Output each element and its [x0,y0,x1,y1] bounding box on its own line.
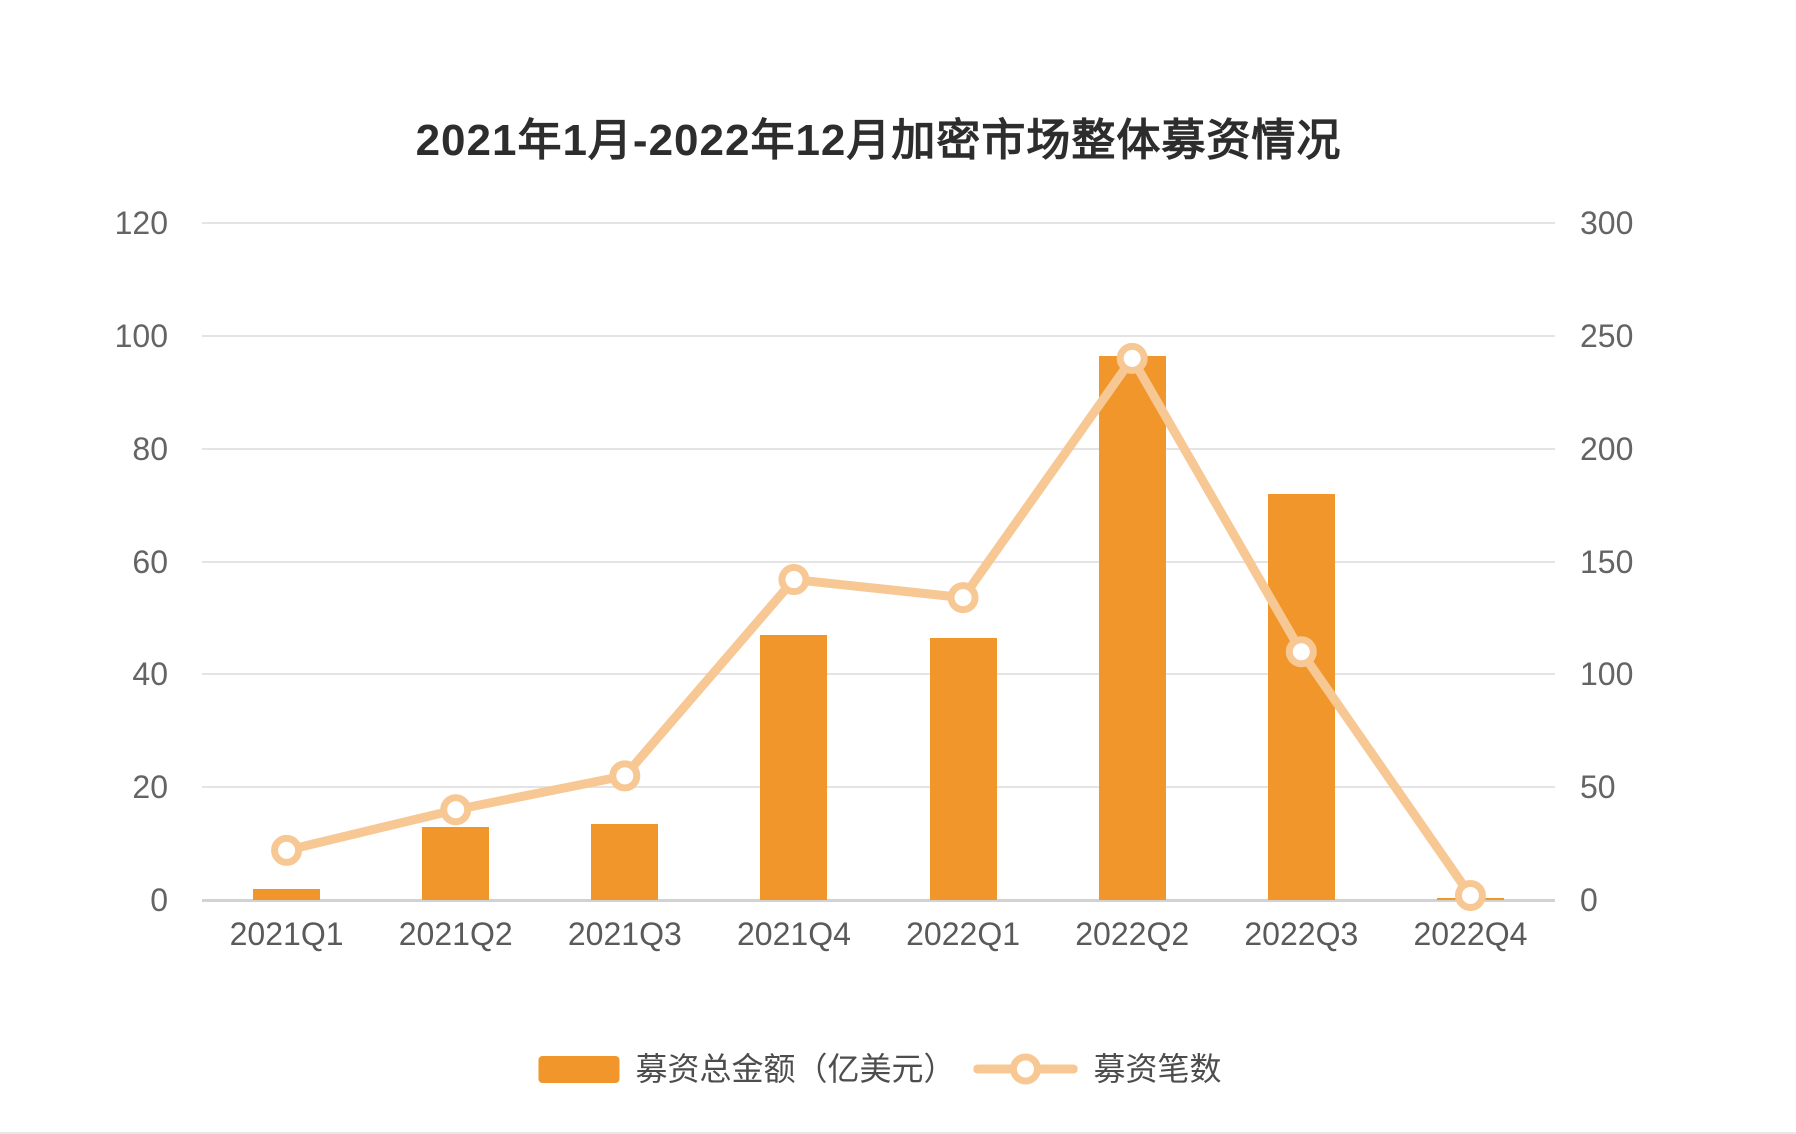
line-series-swatch [973,1053,1078,1085]
chart-title: 2021年1月-2022年12月加密市场整体募资情况 [415,116,1342,165]
legend-item-bar-series[interactable]: 募资总金额（亿美元） [538,1049,956,1089]
y-axis-tick-left: 20 [132,769,168,806]
bar-2021Q4 [760,634,828,900]
y-axis-tick-left: 40 [132,656,168,693]
bar-2022Q4 [1436,898,1504,900]
gridline [202,786,1555,789]
x-axis-label-2022Q2: 2022Q2 [1075,916,1190,952]
line-series-label: 募资笔数 [1093,1051,1222,1087]
bar-2022Q3 [1267,493,1335,900]
x-axis-label-2021Q2: 2021Q2 [398,916,513,952]
x-axis-label-2021Q4: 2021Q4 [737,916,851,952]
gridline [202,673,1555,676]
gridline [202,222,1555,224]
bar-2021Q3 [591,824,659,900]
bar-2022Q2 [1098,355,1166,900]
line-marker-2022Q4 [1454,879,1486,911]
y-axis-tick-left: 120 [114,205,168,241]
line-marker-2021Q1 [271,834,303,866]
bar-2021Q2 [422,826,490,900]
y-axis-tick-right: 300 [1580,205,1634,241]
gridline [202,447,1555,450]
x-axis-baseline [202,899,1555,902]
y-axis-tick-left: 80 [132,430,168,467]
y-axis-tick-left: 100 [114,317,168,354]
y-axis-tick-left: 60 [132,543,168,580]
line-marker-2021Q4 [778,564,810,596]
bar-2022Q1 [929,637,997,900]
legend: 募资总金额（亿美元） 募资笔数 [538,1047,1222,1091]
gridline [202,334,1555,337]
y-axis-tick-left: 0 [150,882,168,918]
x-axis-label-2022Q4: 2022Q4 [1413,916,1528,952]
bar-series-label: 募资总金额（亿美元） [635,1051,956,1087]
page-bottom-divider [0,1132,1796,1134]
line-marker-2021Q2 [440,794,472,826]
line-marker-2022Q1 [947,582,979,614]
legend-item-line-series[interactable]: 募资笔数 [973,1047,1222,1091]
gridline [202,560,1555,563]
y-axis-tick-right: 100 [1580,656,1634,693]
x-axis-label-2021Q3: 2021Q3 [567,916,682,952]
y-axis-tick-right: 0 [1580,882,1598,918]
y-axis-tick-right: 150 [1580,543,1634,580]
line-marker-2021Q3 [609,760,641,792]
y-axis-tick-right: 200 [1580,430,1634,467]
x-axis-label-2022Q1: 2022Q1 [906,916,1020,952]
bar-series-swatch [538,1055,620,1083]
y-axis-tick-right: 250 [1580,317,1634,354]
y-axis-tick-right: 50 [1580,769,1616,806]
x-axis-label-2022Q3: 2022Q3 [1244,916,1359,952]
bar-2021Q1 [253,888,321,900]
x-axis-label-2021Q1: 2021Q1 [229,916,344,952]
